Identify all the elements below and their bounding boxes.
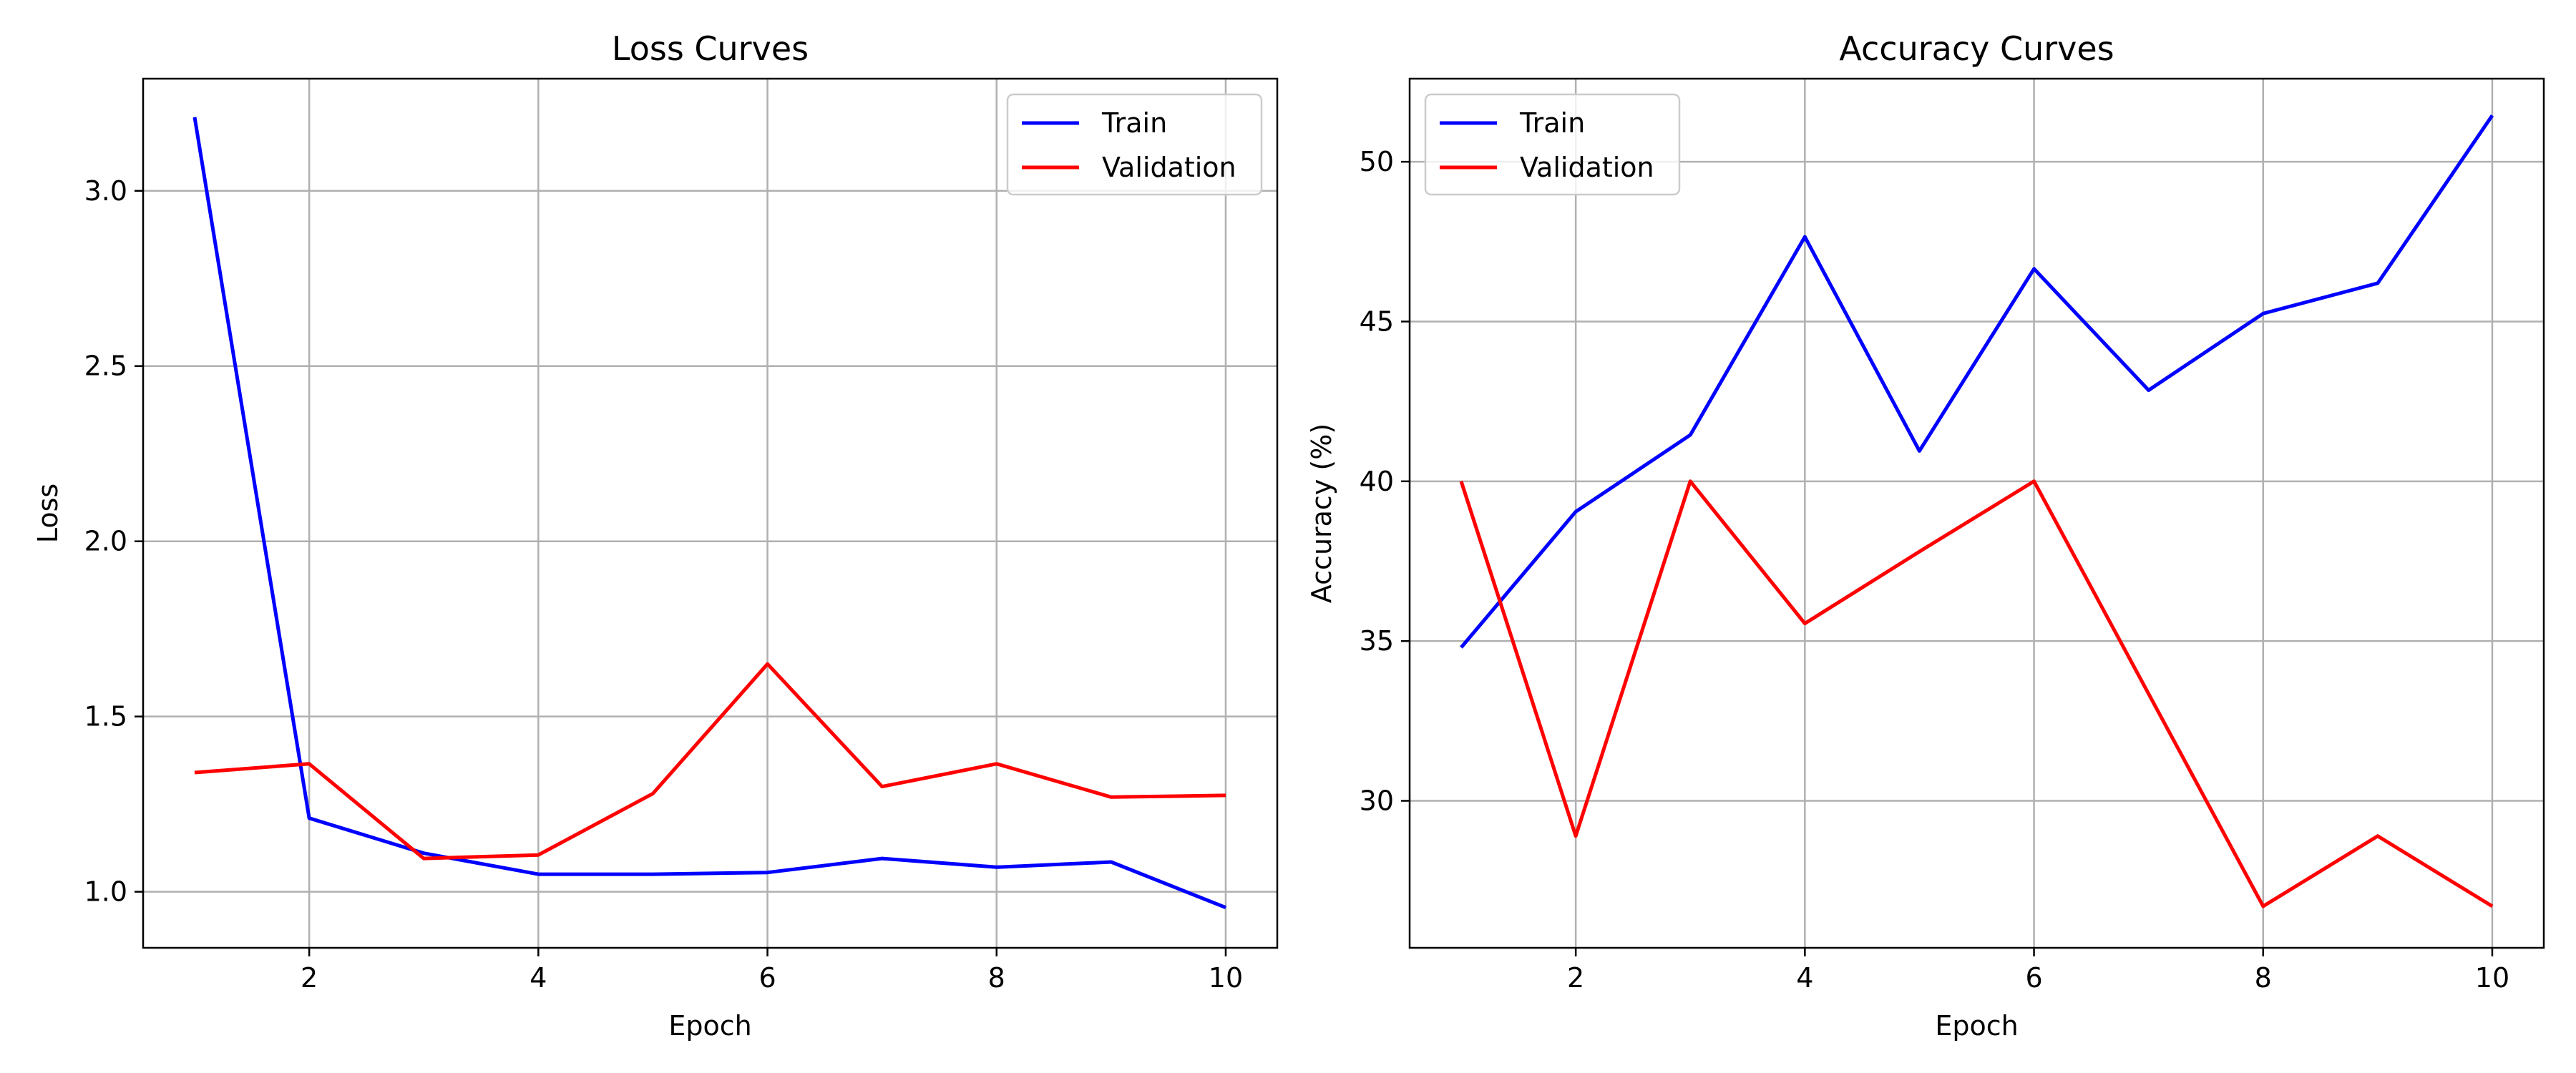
gridlines (1410, 79, 2544, 948)
series-line-validation (1459, 479, 2494, 908)
gridlines (143, 79, 1277, 948)
legend-box (1424, 93, 1681, 196)
x-tick-label: 6 (758, 962, 776, 994)
x-tick-label: 6 (2025, 962, 2042, 994)
x-tick-label: 4 (530, 962, 547, 994)
y-tick-label: 2.0 (84, 526, 127, 557)
y-tick-label: 3.0 (84, 175, 127, 207)
y-tick-label: 30 (1360, 785, 1394, 817)
y-tick-label: 35 (1360, 625, 1394, 657)
series-line-train (192, 117, 1226, 910)
legend-label-train: Train (1519, 107, 1585, 139)
plot-frame (142, 77, 1279, 949)
x-tick-label: 10 (2475, 962, 2509, 994)
x-tick-label: 8 (988, 962, 1005, 994)
y-tick-label: 1.0 (84, 876, 127, 908)
x-tick-label: 8 (2255, 962, 2272, 994)
legend: Train Validation (1006, 93, 1263, 196)
legend-box (1006, 93, 1263, 196)
y-axis-label: Loss (32, 484, 64, 543)
y-axis-label: Accuracy (%) (1306, 423, 1337, 603)
x-axis-label: Epoch (668, 1010, 751, 1042)
series-line-validation (194, 662, 1226, 861)
y-tick-label: 50 (1360, 146, 1394, 177)
accuracy-chart: 2 4 6 8 10 30 35 40 45 50 Accuracy Curves Epoch Accu… (1306, 29, 2545, 1042)
loss-chart: 2 4 6 8 10 1.0 1.5 2.0 2.5 3.0 Loss Curves Epoch Los… (32, 29, 1279, 1042)
legend-label-validation: Validation (1102, 152, 1236, 183)
x-tick-label: 2 (301, 962, 318, 994)
y-tick-label: 40 (1360, 466, 1394, 497)
series-line-train (1460, 114, 2494, 649)
x-tick-label: 4 (1796, 962, 1813, 994)
plot-frame (1408, 77, 2545, 949)
chart-title: Accuracy Curves (1839, 29, 2114, 68)
x-tick-label: 2 (1567, 962, 1584, 994)
legend-label-train: Train (1101, 107, 1167, 139)
x-axis-label: Epoch (1935, 1010, 2018, 1042)
legend-label-validation: Validation (1520, 152, 1654, 183)
y-tick-label: 2.5 (84, 351, 127, 382)
x-tick-label: 10 (1209, 962, 1243, 994)
y-tick-label: 45 (1360, 305, 1394, 337)
y-tick-label: 1.5 (84, 701, 127, 733)
chart-title: Loss Curves (612, 29, 809, 68)
legend: Train Validation (1424, 93, 1681, 196)
